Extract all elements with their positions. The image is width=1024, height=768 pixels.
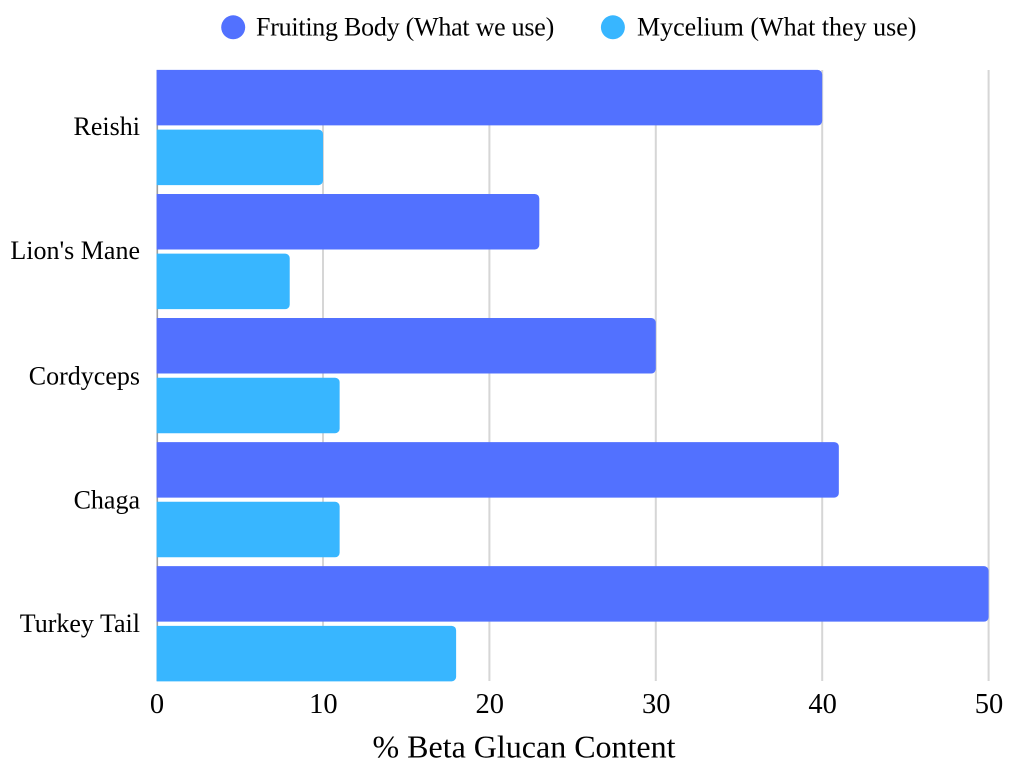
svg-text:Mycelium (What they use): Mycelium (What they use)	[637, 13, 916, 42]
svg-text:Reishi: Reishi	[74, 112, 140, 141]
svg-text:0: 0	[150, 689, 164, 720]
svg-text:50: 50	[975, 689, 1004, 720]
svg-text:Fruiting Body (What we use): Fruiting Body (What we use)	[256, 13, 554, 42]
svg-text:Lion's Mane: Lion's Mane	[10, 236, 140, 265]
svg-text:Turkey Tail: Turkey Tail	[20, 609, 140, 638]
svg-text:Chaga: Chaga	[74, 485, 141, 514]
svg-text:10: 10	[309, 689, 338, 720]
svg-text:30: 30	[642, 689, 671, 720]
svg-text:20: 20	[476, 689, 505, 720]
svg-text:Cordyceps: Cordyceps	[29, 361, 140, 390]
svg-text:% Beta Glucan Content: % Beta Glucan Content	[372, 729, 675, 765]
svg-text:40: 40	[808, 689, 837, 720]
